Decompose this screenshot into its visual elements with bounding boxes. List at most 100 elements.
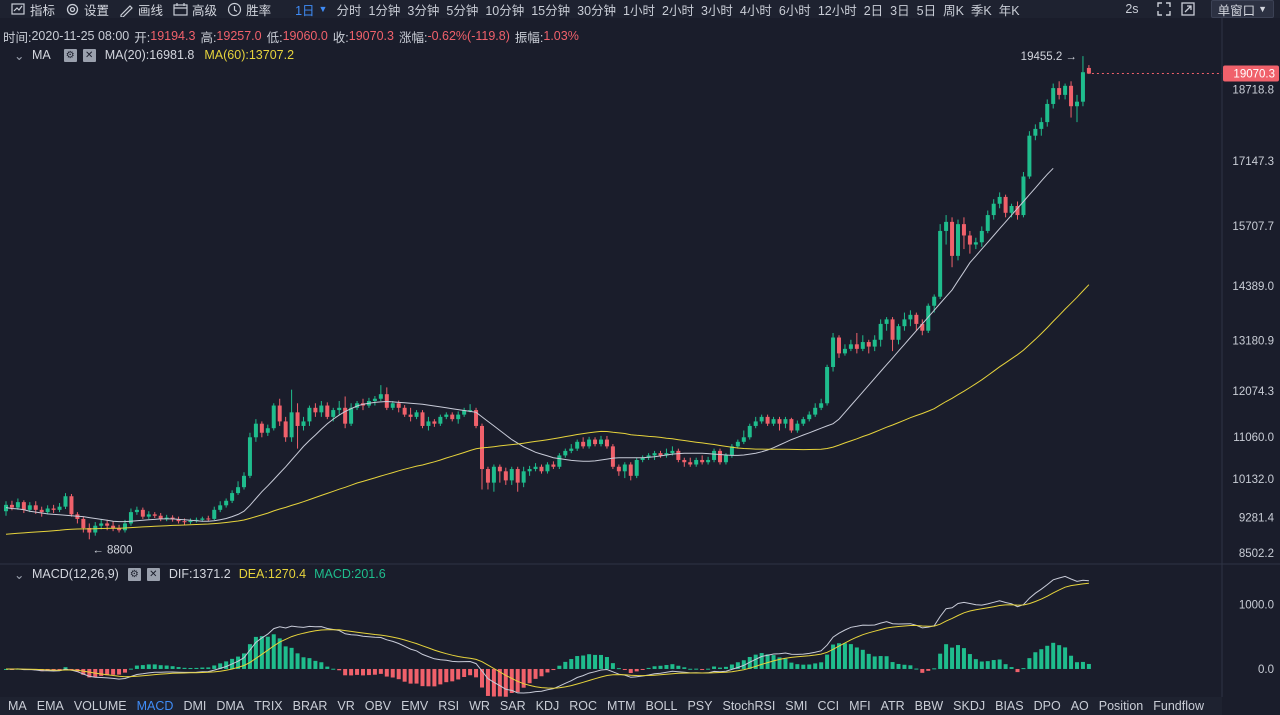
period-15[interactable]: 5日 — [916, 3, 937, 18]
indicator-tab-dmi[interactable]: DMI — [183, 699, 207, 713]
indicator-tab-bias[interactable]: BIAS — [995, 699, 1024, 713]
candle-body — [158, 515, 163, 519]
period-10[interactable]: 4小时 — [739, 3, 772, 18]
indicator-tab-ema[interactable]: EMA — [36, 699, 64, 713]
period-16[interactable]: 周K — [943, 3, 964, 18]
indicator-tab-rsi[interactable]: RSI — [438, 699, 460, 713]
period-2[interactable]: 3分钟 — [407, 3, 440, 18]
macd-histogram-bar — [1033, 652, 1038, 669]
indicator-tab-atr[interactable]: ATR — [880, 699, 905, 713]
period-12[interactable]: 12小时 — [817, 3, 857, 18]
indicator-tab-vr[interactable]: VR — [337, 699, 355, 713]
candle-body — [688, 462, 693, 465]
tool-indicator-button[interactable]: 指标 — [11, 0, 55, 18]
indicator-tab-smi[interactable]: SMI — [785, 699, 808, 713]
candle-body — [1021, 176, 1026, 216]
candle-body — [789, 419, 794, 431]
window-mode-dropdown[interactable]: 单窗口 ▼ — [1210, 0, 1274, 18]
period-5[interactable]: 15分钟 — [531, 3, 571, 18]
macd-histogram-bar — [741, 660, 746, 669]
period-selector[interactable]: 1日 ▼ — [295, 0, 327, 19]
macd-histogram-bar — [634, 668, 639, 672]
period-13[interactable]: 2日 — [863, 3, 884, 18]
macd-histogram-bar — [961, 648, 966, 669]
candle-body — [753, 421, 758, 426]
popout-icon[interactable] — [1180, 2, 1195, 16]
indicator-tab-trix[interactable]: TRIX — [254, 699, 283, 713]
period-6[interactable]: 30分钟 — [577, 3, 617, 18]
indicator-tab-kdj[interactable]: KDJ — [535, 699, 560, 713]
indicator-tab-mfi[interactable]: MFI — [849, 699, 871, 713]
period-7[interactable]: 1小时 — [623, 3, 655, 18]
indicator-tab-brar[interactable]: BRAR — [292, 699, 328, 713]
period-8[interactable]: 2小时 — [662, 3, 694, 18]
period-14[interactable]: 3日 — [890, 3, 910, 18]
macd-histogram-bar — [414, 668, 419, 684]
candle-body — [81, 518, 86, 528]
indicator-tab-sar[interactable]: SAR — [499, 699, 526, 713]
macd-histogram-bar — [283, 646, 288, 669]
indicator-tab-mtm[interactable]: MTM — [607, 699, 636, 713]
indicator-tab-ma[interactable]: MA — [8, 699, 27, 713]
indicator-tab-cci[interactable]: CCI — [817, 699, 840, 713]
last-price-tag-label: 19070.3 — [1233, 69, 1275, 81]
macd-histogram-bar — [599, 654, 603, 669]
tool-draw-line-button[interactable]: 画线 — [119, 0, 163, 18]
macd-histogram-bar — [527, 668, 532, 684]
macd-histogram-bar — [331, 668, 336, 670]
candle-body — [420, 412, 425, 426]
period-0[interactable]: 分时 — [336, 3, 362, 18]
candle-body — [337, 407, 342, 411]
tool-advanced-button[interactable]: 高级 — [173, 0, 217, 18]
macd-settings-icon[interactable]: ⚙ — [127, 567, 141, 581]
period-18[interactable]: 年K — [998, 3, 1020, 18]
ma-close-icon[interactable]: ✕ — [82, 48, 96, 62]
indicator-tab-position[interactable]: Position — [1098, 699, 1144, 713]
macd-histogram-bar — [765, 654, 770, 669]
indicator-tab-ao[interactable]: AO — [1070, 699, 1089, 713]
fullscreen-icon[interactable] — [1156, 2, 1171, 16]
indicator-tab-wr[interactable]: WR — [469, 699, 490, 713]
collapse-chevron-icon[interactable]: ⌄ — [14, 567, 25, 582]
macd-histogram-bar — [313, 660, 318, 669]
indicator-tab-dpo[interactable]: DPO — [1033, 699, 1061, 713]
macd-histogram-bar — [408, 668, 413, 684]
macd-histogram-bar — [944, 644, 949, 669]
indicator-tab-stochrsi[interactable]: StochRSI — [722, 699, 776, 713]
candle-body — [188, 520, 193, 523]
tool-settings-button[interactable]: 设置 — [65, 0, 109, 18]
indicator-tab-fundflow[interactable]: Fundflow — [1153, 699, 1204, 713]
period-3[interactable]: 5分钟 — [446, 3, 479, 18]
indicator-tab-skdj[interactable]: SKDJ — [953, 699, 986, 713]
indicator-tab-dma[interactable]: DMA — [216, 699, 245, 713]
macd-histogram-bar — [69, 668, 74, 670]
macd-histogram-bar — [515, 668, 520, 693]
indicator-tab-boll[interactable]: BOLL — [645, 699, 678, 713]
indicator-tab-emv[interactable]: EMV — [401, 699, 429, 713]
period-4[interactable]: 10分钟 — [485, 3, 525, 18]
macd-close-icon[interactable]: ✕ — [146, 567, 160, 581]
indicator-tab-macd[interactable]: MACD — [136, 699, 174, 713]
candle-body — [247, 437, 252, 476]
macd-histogram-bar — [569, 659, 574, 669]
macd-histogram-bar — [622, 668, 627, 670]
period-9[interactable]: 3小时 — [700, 3, 733, 18]
macd-histogram-bar — [932, 668, 937, 670]
indicator-tab-roc[interactable]: ROC — [569, 699, 598, 713]
candle-body — [991, 203, 996, 216]
indicator-tab-bbw[interactable]: BBW — [914, 699, 944, 713]
indicator-tab-psy[interactable]: PSY — [687, 699, 713, 713]
collapse-chevron-icon[interactable]: ⌄ — [14, 48, 25, 63]
refresh-interval[interactable]: 2s — [1125, 2, 1139, 16]
ma-settings-icon[interactable]: ⚙ — [63, 48, 77, 62]
period-17[interactable]: 季K — [970, 3, 992, 18]
period-1[interactable]: 1分钟 — [368, 3, 401, 18]
candle-body — [1027, 135, 1032, 177]
period-11[interactable]: 6小时 — [778, 3, 811, 18]
candle-body — [593, 439, 598, 445]
indicator-tab-volume[interactable]: VOLUME — [73, 699, 127, 713]
indicator-tab-obv[interactable]: OBV — [364, 699, 392, 713]
tool-win-rate-button[interactable]: 胜率 — [227, 0, 271, 18]
change-value: -0.62%(-119.8) — [427, 29, 510, 43]
